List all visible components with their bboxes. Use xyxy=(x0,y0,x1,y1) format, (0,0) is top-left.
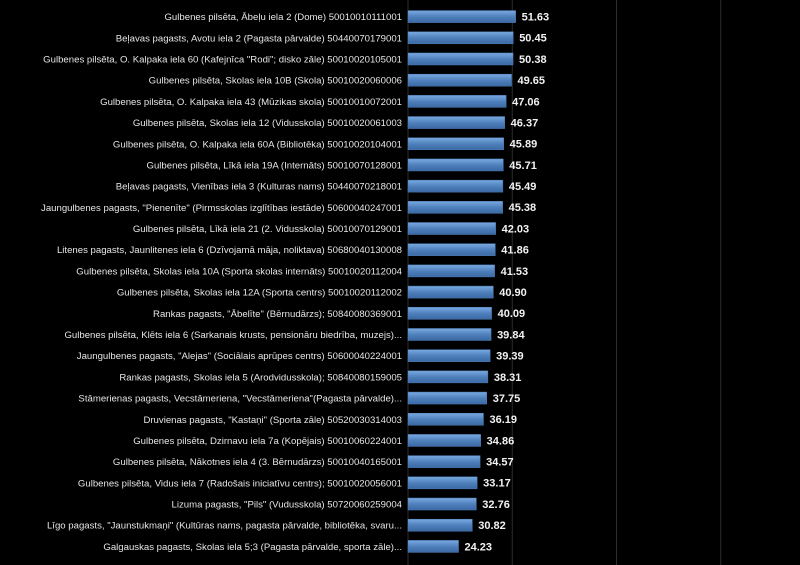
bar xyxy=(407,518,473,532)
bar xyxy=(407,95,507,108)
bar xyxy=(407,497,477,511)
bar xyxy=(407,52,514,66)
value-label: 39.84 xyxy=(497,329,525,341)
category-label: Gulbenes pilsēta, Skolas iela 10B (Skola… xyxy=(149,76,402,87)
bar xyxy=(407,201,503,214)
category-label: Gulbenes pilsēta, Ābeļu iela 2 (Dome) 50… xyxy=(164,12,402,23)
bar xyxy=(407,73,512,87)
value-label: 34.57 xyxy=(486,457,514,469)
bar xyxy=(407,307,492,320)
bar xyxy=(407,391,487,405)
category-label: Beļavas pagasts, Vienības iela 3 (Kultur… xyxy=(116,182,402,193)
category-label: Lizuma pagasts, "Pils" (Vudusskola) 5072… xyxy=(172,500,403,511)
category-label: Gulbenes pilsēta, Skolas iela 10A (Sport… xyxy=(76,266,402,277)
bar xyxy=(407,179,504,193)
category-label: Gulbenes pilsēta, Klēts iela 6 (Sarkanai… xyxy=(64,330,402,341)
bar xyxy=(407,137,504,150)
bar xyxy=(407,434,481,447)
category-label: Gulbenes pilsēta, Līkā iela 21 (2. Vidus… xyxy=(133,224,402,235)
category-label: Beļavas pagasts, Avotu iela 2 (Pagasta p… xyxy=(116,33,402,44)
value-label: 38.31 xyxy=(494,372,522,384)
value-label: 45.89 xyxy=(510,139,538,151)
value-label: 45.71 xyxy=(509,160,537,172)
bar xyxy=(407,222,496,235)
bar xyxy=(407,370,489,384)
value-label: 50.45 xyxy=(519,33,547,45)
value-label: 42.03 xyxy=(502,223,530,235)
value-label: 41.53 xyxy=(501,266,529,278)
category-label: Gulbenes pilsēta, O. Kalpaka iela 60 (Ka… xyxy=(43,55,402,66)
value-label: 41.86 xyxy=(501,245,529,257)
category-label: Rankas pagasts, Skolas iela 5 (Arodvidus… xyxy=(119,372,402,383)
category-label: Gulbenes pilsēta, Nākotnes iela 4 (3. Bē… xyxy=(113,457,402,468)
category-label: Jaungulbenes pagasts, "Pienenīte" (Pirms… xyxy=(41,203,402,214)
category-label: Litenes pagasts, Jaunlitenes iela 6 (Dzī… xyxy=(57,245,402,256)
bar xyxy=(407,116,505,129)
bar xyxy=(407,31,514,45)
bar xyxy=(407,540,459,553)
value-label: 33.17 xyxy=(483,478,511,490)
bar xyxy=(407,10,516,23)
bar xyxy=(407,285,494,299)
value-label: 24.23 xyxy=(465,541,493,553)
value-label: 36.19 xyxy=(489,414,517,426)
category-label: Galgauskas pagasts, Skolas iela 5;3 (Pag… xyxy=(103,542,402,553)
category-label: Stāmerienas pagasts, Vecstāmeriena, "Vec… xyxy=(78,394,402,405)
value-label: 30.82 xyxy=(478,520,506,532)
value-label: 45.49 xyxy=(509,181,537,193)
bar xyxy=(407,349,491,362)
value-label: 46.37 xyxy=(511,117,539,129)
value-label: 40.09 xyxy=(498,308,526,320)
category-label: Gulbenes pilsēta, O. Kalpaka iela 60A (B… xyxy=(113,139,402,150)
value-label: 45.38 xyxy=(509,202,537,214)
category-label: Gulbenes pilsēta, Vidus iela 7 (Radošais… xyxy=(78,478,402,489)
bar xyxy=(407,476,478,490)
category-label: Gulbenes pilsēta, O. Kalpaka iela 43 (Mū… xyxy=(100,97,402,108)
value-label: 34.86 xyxy=(487,435,515,447)
bar xyxy=(407,158,504,172)
bar xyxy=(407,455,481,468)
bar xyxy=(407,264,495,278)
value-label: 37.75 xyxy=(493,393,521,405)
value-label: 50.38 xyxy=(519,54,547,66)
value-label: 40.90 xyxy=(499,287,527,299)
value-label: 32.76 xyxy=(482,499,510,511)
category-label: Rankas pagasts, "Ābelīte" (Bērnudārzs); … xyxy=(153,309,402,320)
bar xyxy=(407,413,484,426)
category-label: Gulbenes pilsēta, Skolas iela 12 (Viduss… xyxy=(133,118,402,129)
category-label: Gulbenes pilsēta, Skolas iela 12A (Sport… xyxy=(117,288,402,299)
category-label: Jaungulbenes pagasts, "Alejas" (Sociālai… xyxy=(77,351,402,362)
category-label: Gulbenes pilsēta, Līkā iela 19A (Internā… xyxy=(147,160,403,171)
category-label: Gulbenes pilsēta, Dzirnavu iela 7a (Kopē… xyxy=(133,436,402,447)
bar xyxy=(407,243,496,256)
value-label: 51.63 xyxy=(522,12,550,24)
value-label: 49.65 xyxy=(518,75,546,87)
value-label: 47.06 xyxy=(512,96,540,108)
value-label: 39.39 xyxy=(496,351,524,363)
category-label: Līgo pagasts, "Jaunstukmaņi" (Kultūras n… xyxy=(47,521,402,532)
category-label: Druvienas pagasts, "Kastaņi" (Sporta zāl… xyxy=(143,415,402,426)
bar xyxy=(407,328,492,341)
